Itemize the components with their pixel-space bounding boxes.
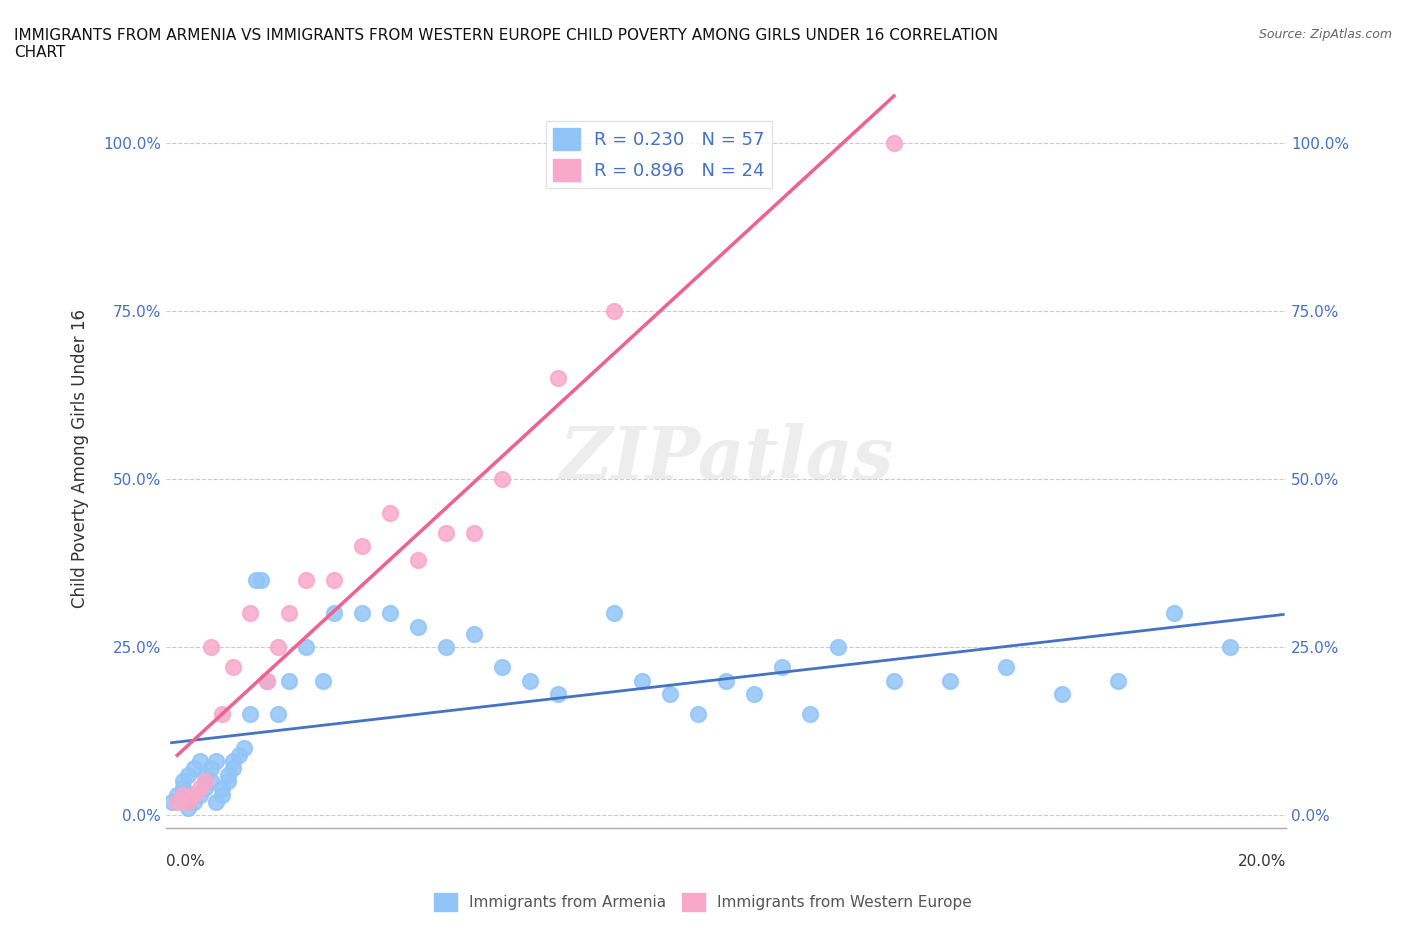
- Point: [799, 707, 821, 722]
- Text: Source: ZipAtlas.com: Source: ZipAtlas.com: [1258, 28, 1392, 41]
- Point: [603, 304, 626, 319]
- Point: [194, 774, 217, 789]
- Point: [211, 707, 233, 722]
- Point: [166, 794, 188, 809]
- Point: [194, 780, 217, 795]
- Point: [188, 780, 211, 795]
- Point: [714, 673, 737, 688]
- Point: [183, 788, 205, 803]
- Point: [312, 673, 335, 688]
- Point: [200, 761, 222, 776]
- Point: [295, 572, 318, 587]
- Point: [205, 794, 228, 809]
- Point: [188, 754, 211, 769]
- Point: [1107, 673, 1129, 688]
- Point: [1163, 606, 1185, 621]
- Point: [177, 801, 200, 816]
- Legend: Immigrants from Armenia, Immigrants from Western Europe: Immigrants from Armenia, Immigrants from…: [429, 886, 977, 918]
- Point: [222, 754, 245, 769]
- Point: [160, 794, 183, 809]
- Point: [239, 606, 262, 621]
- Text: IMMIGRANTS FROM ARMENIA VS IMMIGRANTS FROM WESTERN EUROPE CHILD POVERTY AMONG GI: IMMIGRANTS FROM ARMENIA VS IMMIGRANTS FR…: [14, 28, 998, 60]
- Point: [166, 788, 188, 803]
- Point: [250, 572, 273, 587]
- Point: [200, 774, 222, 789]
- Point: [233, 740, 256, 755]
- Point: [406, 619, 429, 634]
- Y-axis label: Child Poverty Among Girls Under 16: Child Poverty Among Girls Under 16: [72, 310, 89, 608]
- Point: [183, 761, 205, 776]
- Point: [172, 774, 194, 789]
- Point: [1050, 686, 1073, 701]
- Point: [228, 747, 250, 762]
- Point: [742, 686, 765, 701]
- Point: [267, 640, 290, 655]
- Point: [603, 606, 626, 621]
- Point: [939, 673, 962, 688]
- Point: [434, 525, 457, 540]
- Point: [323, 606, 346, 621]
- Point: [256, 673, 278, 688]
- Point: [378, 606, 401, 621]
- Point: [323, 572, 346, 587]
- Point: [211, 788, 233, 803]
- Point: [463, 525, 485, 540]
- Point: [491, 659, 513, 674]
- Point: [222, 761, 245, 776]
- Point: [211, 780, 233, 795]
- Point: [631, 673, 654, 688]
- Point: [217, 774, 239, 789]
- Point: [770, 659, 793, 674]
- Point: [278, 606, 301, 621]
- Point: [547, 371, 569, 386]
- Point: [350, 538, 373, 553]
- Point: [295, 640, 318, 655]
- Point: [183, 794, 205, 809]
- Point: [200, 640, 222, 655]
- Point: [547, 686, 569, 701]
- Point: [1219, 640, 1241, 655]
- Point: [172, 788, 194, 803]
- Point: [217, 767, 239, 782]
- Point: [994, 659, 1017, 674]
- Point: [194, 767, 217, 782]
- Text: ZIPatlas: ZIPatlas: [560, 423, 893, 495]
- Point: [434, 640, 457, 655]
- Point: [239, 707, 262, 722]
- Point: [686, 707, 709, 722]
- Text: 0.0%: 0.0%: [166, 855, 205, 870]
- Point: [267, 707, 290, 722]
- Point: [491, 472, 513, 486]
- Point: [245, 572, 267, 587]
- Point: [463, 626, 485, 641]
- Point: [177, 794, 200, 809]
- Point: [659, 686, 682, 701]
- Point: [205, 754, 228, 769]
- Point: [188, 788, 211, 803]
- Point: [172, 780, 194, 795]
- Point: [406, 552, 429, 567]
- Point: [378, 505, 401, 520]
- Point: [883, 136, 905, 151]
- Point: [177, 767, 200, 782]
- Point: [827, 640, 849, 655]
- Point: [256, 673, 278, 688]
- Text: 20.0%: 20.0%: [1237, 855, 1286, 870]
- Point: [278, 673, 301, 688]
- Point: [222, 659, 245, 674]
- Point: [883, 673, 905, 688]
- Point: [350, 606, 373, 621]
- Legend: R = 0.230   N = 57, R = 0.896   N = 24: R = 0.230 N = 57, R = 0.896 N = 24: [546, 121, 772, 188]
- Point: [519, 673, 541, 688]
